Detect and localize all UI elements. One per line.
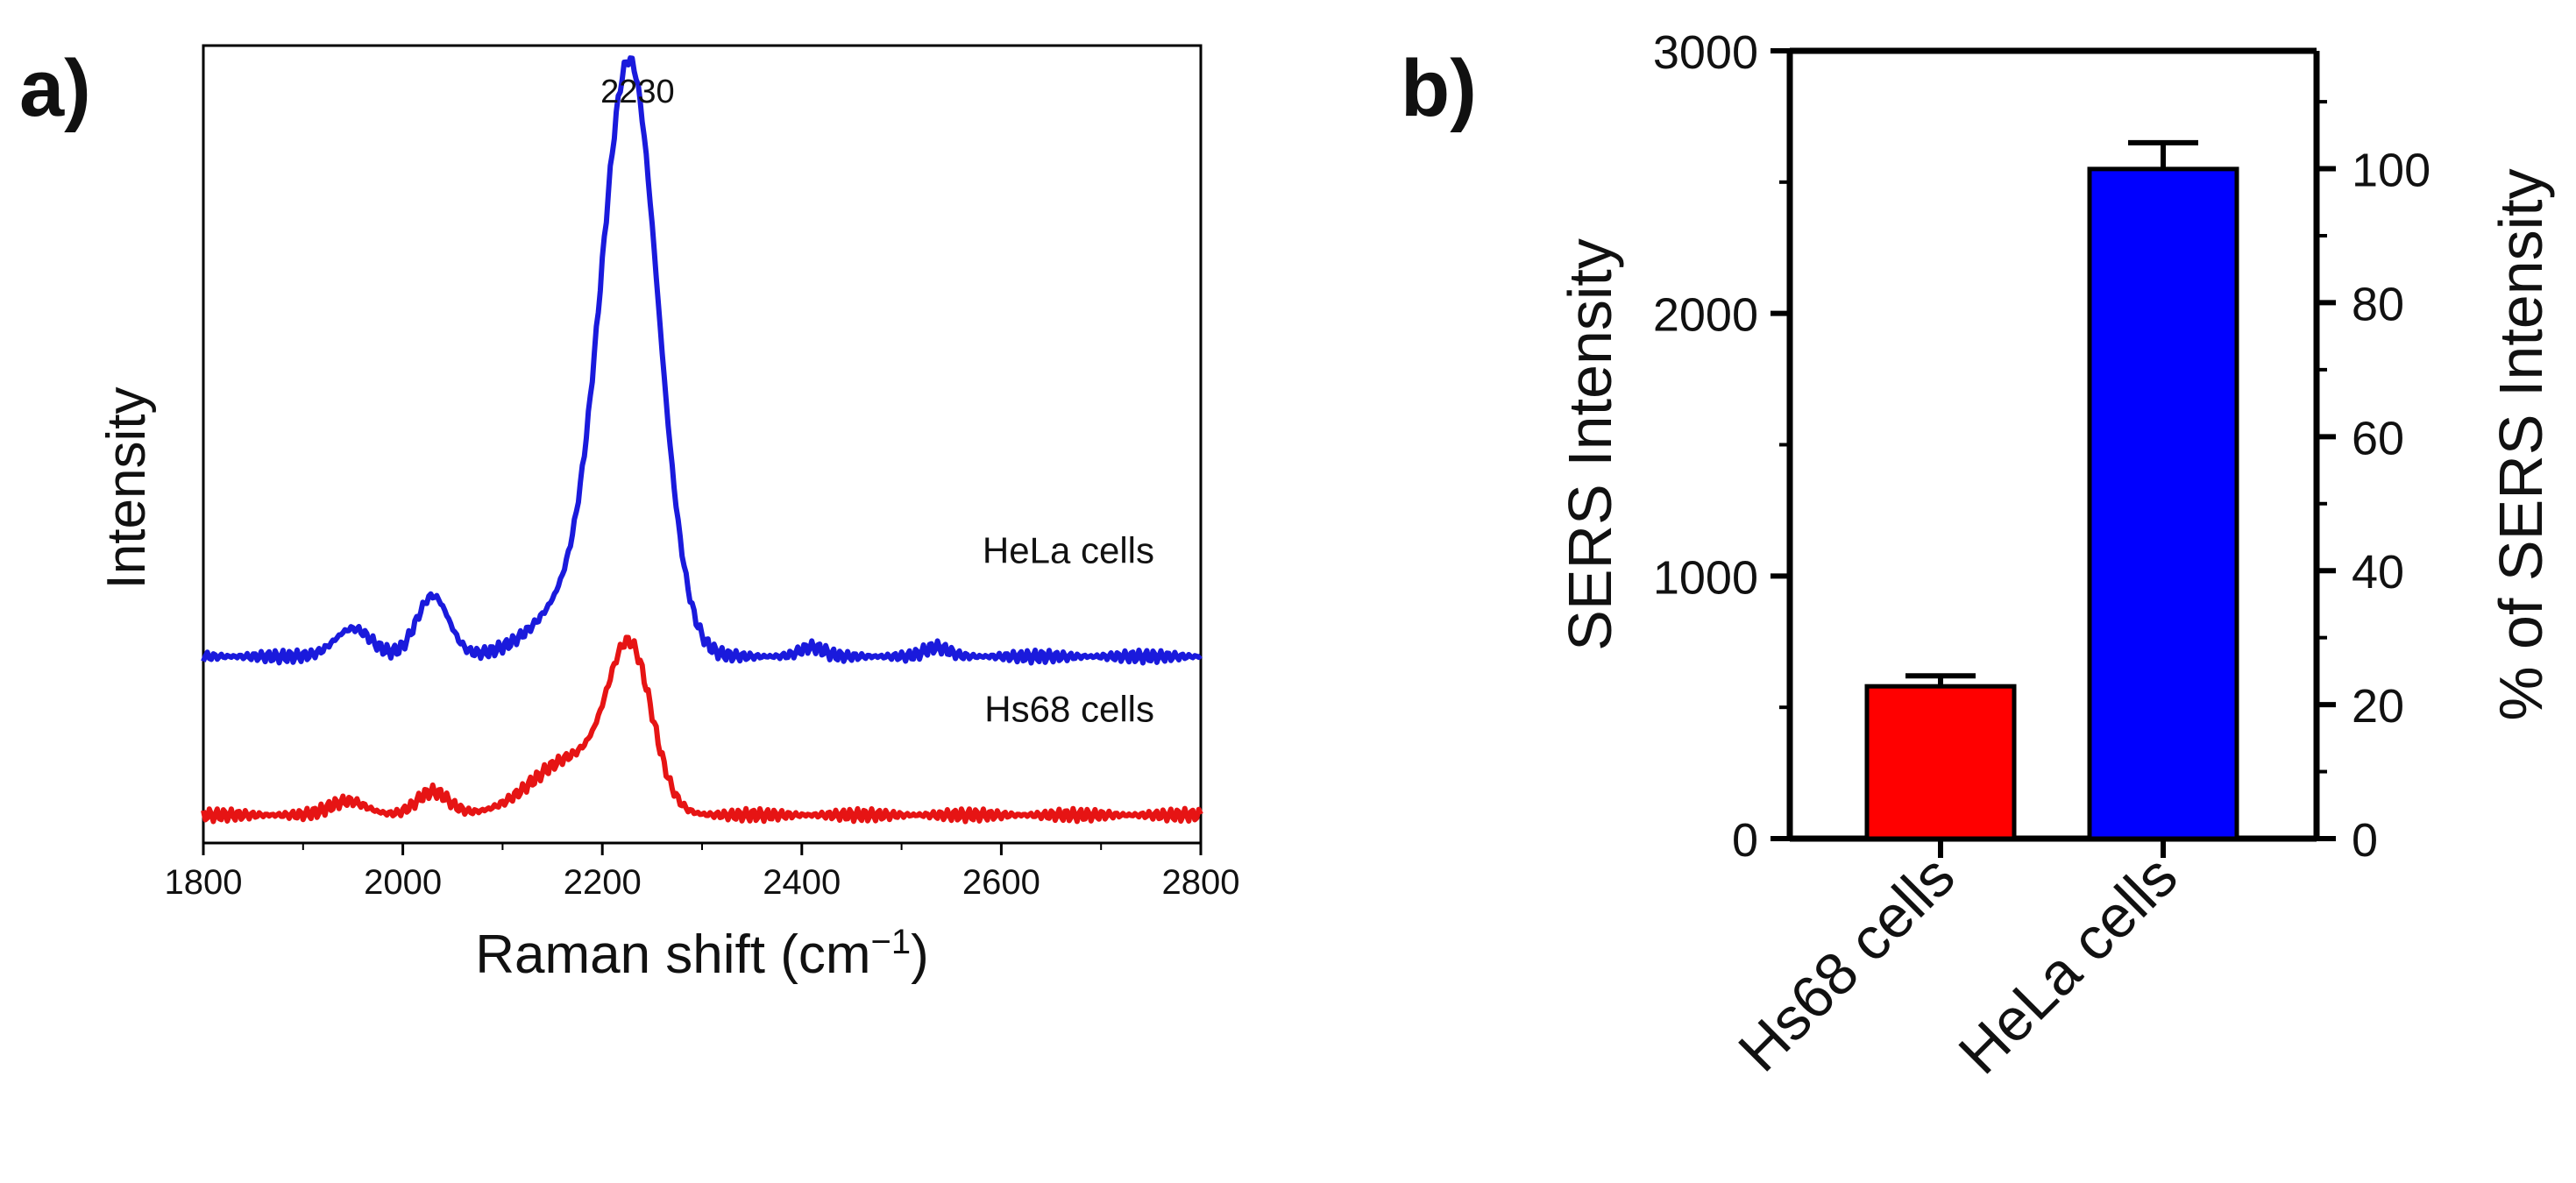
panel-a-label: a) — [19, 44, 91, 133]
right-y-tick-label-100: 100 — [2352, 145, 2431, 197]
series-label-hs68-cells: Hs68 cells — [984, 689, 1154, 730]
panel-a-x-ticks: 1800 2000 2200 2400 2600 2800 — [165, 843, 1240, 902]
series-line-hela-cells — [201, 55, 1203, 666]
series-line-hs68-cells — [201, 634, 1203, 825]
right-y-tick-label-40: 40 — [2352, 546, 2404, 599]
panel-b-left-y-axis-title: SERS Intensity — [1556, 238, 1624, 651]
right-y-tick-label-60: 60 — [2352, 412, 2404, 464]
x-tick-label-2600: 2600 — [962, 863, 1040, 902]
x-tick-label-2000: 2000 — [364, 863, 442, 902]
x-tick-label-2200: 2200 — [564, 863, 642, 902]
panel-a-x-axis-title: Raman shift (cm−1) — [475, 923, 929, 985]
left-y-tick-label-3000: 3000 — [1653, 26, 1758, 79]
panel-b-bars — [1864, 139, 2239, 841]
x-axis-title-main: Raman shift (cm — [475, 924, 870, 985]
panel-b-axes: 0 1000 2000 3000 0 20 40 60 80 100 — [1653, 26, 2431, 867]
bar-hela-cells — [2087, 166, 2239, 841]
right-y-tick-label-80: 80 — [2352, 278, 2404, 330]
left-y-tick-label-1000: 1000 — [1653, 551, 1758, 604]
right-y-tick-label-0: 0 — [2352, 814, 2378, 867]
x-tick-label-hs68-cells: Hs68 cells — [1726, 843, 1968, 1085]
x-tick-label-2800: 2800 — [1162, 863, 1240, 902]
panel-b-label: b) — [1401, 44, 1477, 133]
left-y-tick-label-2000: 2000 — [1653, 289, 1758, 342]
series-label-hela-cells: HeLa cells — [983, 530, 1154, 571]
panel-a-series: HeLa cells Hs68 cells — [201, 55, 1203, 825]
peak-annotation-2230: 2230 — [600, 74, 675, 110]
x-axis-title-superscript: −1 — [871, 923, 912, 961]
right-y-tick-label-20: 20 — [2352, 680, 2404, 733]
x-axis-title-close: ) — [911, 924, 929, 985]
left-y-tick-label-0: 0 — [1732, 814, 1758, 867]
x-tick-label-2400: 2400 — [763, 863, 841, 902]
bar-hs68-cells — [1864, 684, 2017, 841]
panel-a-y-axis-title: Intensity — [96, 387, 157, 590]
x-tick-label-hela-cells: HeLa cells — [1946, 843, 2189, 1087]
x-tick-label-1800: 1800 — [165, 863, 243, 902]
panel-b-right-y-axis-title: % of SERS Intensity — [2487, 168, 2555, 720]
